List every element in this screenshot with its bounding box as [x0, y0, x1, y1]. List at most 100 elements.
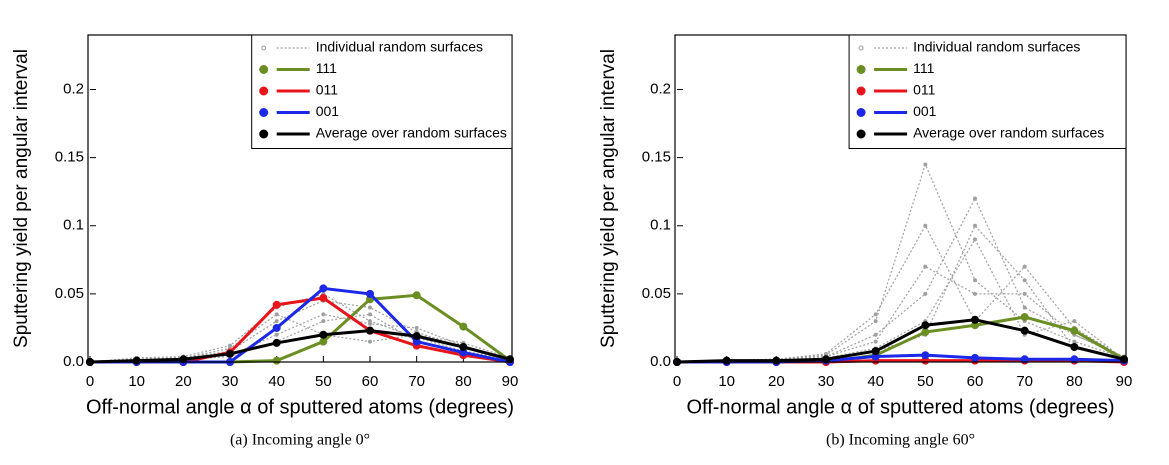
y-tick-label: 0.0 [650, 353, 671, 370]
individual-marker [1022, 305, 1027, 310]
legend-marker [858, 45, 864, 51]
x-tick-label: 80 [1066, 373, 1083, 390]
series-marker [319, 337, 328, 346]
legend-label: 111 [316, 60, 337, 76]
individual-line [676, 238, 1125, 363]
series-marker [179, 355, 188, 364]
individual-marker [873, 319, 878, 324]
x-tick-label: 30 [222, 373, 239, 390]
y-tick-label: 0.05 [55, 285, 84, 302]
series-marker [822, 355, 830, 364]
x-tick-label: 10 [128, 373, 145, 390]
x-axis-label: Off-normal angle α of sputtered atoms (d… [86, 396, 514, 418]
series-marker [412, 332, 421, 341]
legend-marker [856, 65, 866, 74]
series-marker [459, 322, 468, 331]
series-marker [1020, 313, 1029, 322]
individual-marker [1072, 319, 1077, 324]
individual-marker [973, 278, 977, 283]
individual-line [89, 300, 511, 363]
y-tick-label: 0.15 [642, 149, 671, 166]
individual-marker [274, 332, 279, 337]
individual-line [89, 313, 511, 363]
individual-marker [873, 312, 878, 317]
individual-line [676, 265, 1125, 363]
legend-label: Average over random surfaces [913, 125, 1104, 141]
individual-marker [923, 223, 928, 228]
legend-label: Individual random surfaces [913, 39, 1080, 55]
series-marker [319, 284, 328, 293]
legend-label: Average over random surfaces [316, 125, 507, 141]
x-tick-label: 20 [175, 373, 192, 390]
x-tick-label: 10 [718, 373, 735, 390]
series-marker [1070, 326, 1079, 335]
y-tick-label: 0.2 [650, 80, 671, 97]
individual-line [676, 162, 1125, 363]
series-marker [272, 300, 281, 309]
x-tick-label: 70 [408, 373, 425, 390]
individual-marker [973, 196, 977, 201]
x-tick-label: 20 [768, 373, 785, 390]
individual-marker [321, 312, 326, 317]
individual-marker [973, 237, 977, 242]
legend-marker [259, 86, 269, 96]
series-marker [971, 353, 979, 362]
x-tick-label: 30 [818, 373, 835, 390]
series-marker [272, 356, 281, 365]
legend-marker [856, 86, 866, 96]
x-tick-label: 40 [867, 373, 884, 390]
individual-marker [414, 325, 419, 330]
series-marker [319, 330, 328, 339]
x-tick-label: 50 [917, 373, 934, 390]
legend-label: 011 [316, 82, 339, 98]
legend-label: 001 [913, 103, 937, 119]
x-tick-label: 70 [1016, 373, 1033, 390]
caption: (a) Incoming angle 0° [230, 432, 370, 449]
legend-label: 011 [913, 82, 936, 98]
x-tick-label: 90 [1116, 373, 1133, 390]
legend-label: 001 [316, 103, 340, 119]
series-marker [272, 323, 281, 332]
individual-marker [873, 339, 878, 344]
series-marker [722, 356, 731, 365]
individual-marker [873, 332, 878, 337]
series-marker [459, 343, 468, 352]
series-marker [772, 356, 781, 365]
series-marker [921, 351, 930, 360]
series-line [89, 329, 511, 364]
x-tick-label: 40 [268, 373, 285, 390]
individual-marker [923, 291, 928, 296]
y-tick-label: 0.15 [55, 149, 84, 166]
legend-marker [259, 108, 269, 117]
legend-marker [261, 45, 267, 51]
y-axis-label: Sputtering yield per angular interval [598, 49, 619, 348]
series-marker [1070, 355, 1079, 364]
individual-marker [923, 162, 928, 167]
y-axis-label: Sputtering yield per angular interval [11, 49, 32, 348]
legend-label: Individual random surfaces [316, 39, 483, 55]
x-tick-label: 60 [362, 373, 379, 390]
series-marker [226, 349, 234, 358]
series-marker [412, 291, 421, 300]
series-marker [132, 356, 141, 365]
individual-marker [368, 305, 372, 310]
series-marker [319, 293, 328, 302]
series-marker [1020, 355, 1029, 364]
series-marker [366, 326, 374, 335]
series-marker [1070, 343, 1079, 352]
x-axis-label: Off-normal angle α of sputtered atoms (d… [686, 396, 1114, 418]
series-marker [971, 315, 979, 324]
legend-marker [856, 108, 866, 117]
x-tick-label: 90 [502, 373, 519, 390]
legend-label: 111 [913, 60, 934, 76]
individual-marker [973, 223, 977, 228]
x-tick-label: 50 [315, 373, 332, 390]
series-marker [871, 347, 880, 356]
individual-marker [274, 319, 279, 324]
individual-marker [1072, 339, 1077, 344]
legend-marker [856, 129, 866, 139]
x-tick-label: 0 [86, 373, 94, 390]
individual-marker [973, 291, 977, 296]
